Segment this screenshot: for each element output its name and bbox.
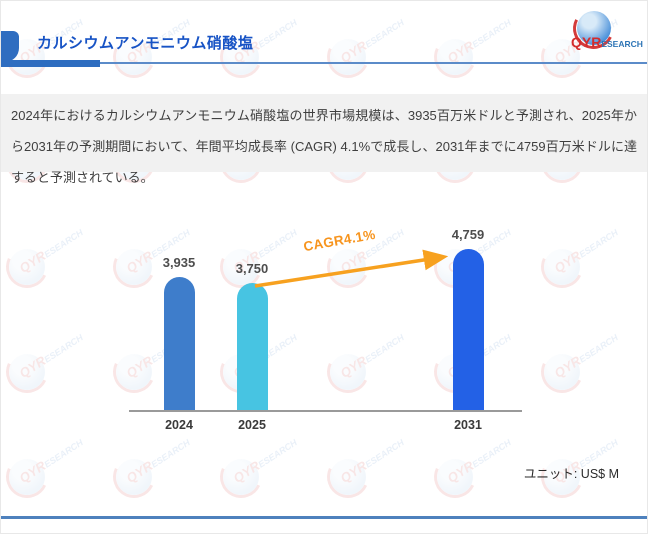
watermark-globe-icon xyxy=(116,459,152,495)
bar-2024 xyxy=(164,277,195,410)
bar-2025 xyxy=(237,283,268,410)
watermark-globe-icon xyxy=(330,39,366,75)
x-axis-line xyxy=(129,410,522,412)
watermark-text: QYRESEARCH xyxy=(444,17,513,66)
category-label-2025: 2025 xyxy=(238,418,266,432)
watermark-logo: QYRESEARCH xyxy=(107,437,216,511)
watermark-swoosh-icon xyxy=(428,30,482,84)
watermark-logo: QYRESEARCH xyxy=(214,437,323,511)
watermark-logo: QYRESEARCH xyxy=(1,437,109,511)
watermark-globe-icon xyxy=(437,39,473,75)
value-label-2031: 4,759 xyxy=(451,227,485,242)
summary-band: 2024年におけるカルシウムアンモニウム硝酸塩の世界市場規模は、3935百万米ド… xyxy=(1,94,647,185)
logo-esearch-text: ESEARCH xyxy=(601,39,643,49)
value-label-2025: 3,750 xyxy=(235,261,269,276)
watermark-globe-icon xyxy=(223,459,259,495)
value-label-2024: 3,935 xyxy=(162,255,196,270)
header-accent-tab xyxy=(1,31,19,62)
header-rule-thick xyxy=(1,60,100,67)
watermark-swoosh-icon xyxy=(321,30,375,84)
unit-label: ユニット: US$ M xyxy=(523,467,619,481)
qyresearch-logo: QYRESEARCH xyxy=(561,2,643,58)
watermark-text: QYRESEARCH xyxy=(337,17,406,66)
market-size-bar-chart: 3,935 3,750 4,759 CAGR4.1% 2024 2025 203… xyxy=(1,201,647,451)
watermark-swoosh-icon xyxy=(1,450,54,504)
watermark-swoosh-icon xyxy=(107,450,161,504)
page-title: カルシウムアンモニウム硝酸塩 xyxy=(37,35,254,52)
watermark-logo: QYRESEARCH xyxy=(428,437,537,511)
watermark-logo: QYRESEARCH xyxy=(321,437,430,511)
category-label-2031: 2031 xyxy=(454,418,482,432)
cagr-arrow xyxy=(254,249,449,288)
watermark-logo: QYRESEARCH xyxy=(321,17,430,91)
header-rule-thin xyxy=(1,62,647,64)
watermark-globe-icon xyxy=(9,459,45,495)
logo-qyr-text: QYR xyxy=(571,34,602,50)
watermark-globe-icon xyxy=(437,459,473,495)
watermark-swoosh-icon xyxy=(321,450,375,504)
watermark-swoosh-icon xyxy=(428,450,482,504)
watermark-logo: QYRESEARCH xyxy=(428,17,537,91)
category-label-2024: 2024 xyxy=(165,418,193,432)
globe-icon xyxy=(577,11,611,45)
logo-text: QYRESEARCH xyxy=(571,34,643,52)
summary-text: 2024年におけるカルシウムアンモニウム硝酸塩の世界市場規模は、3935百万米ド… xyxy=(11,108,637,185)
watermark-globe-icon xyxy=(330,459,366,495)
bottom-rule xyxy=(1,516,647,519)
bar-2031 xyxy=(453,249,484,410)
watermark-swoosh-icon xyxy=(214,450,268,504)
